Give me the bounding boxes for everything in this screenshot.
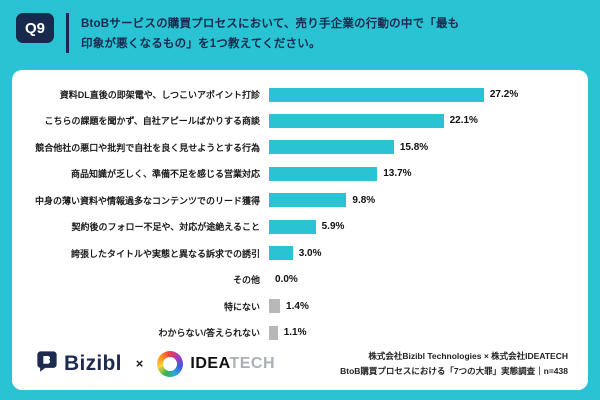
header: Q9 BtoBサービスの購買プロセスにおいて、売り手企業の行動の中で「最も 印象… [0,0,600,54]
chart-value-label: 13.7% [383,168,412,180]
credit-line1: 株式会社Bizibl Technologies × 株式会社IDEATECH [368,351,568,362]
bizibl-logo-text: Bizibl [64,351,122,375]
chart-row-label: 資料DL直後の即架電や、しつこいアポイント打診 [59,90,260,100]
question-badge: Q9 [16,13,54,43]
ideatech-logo-icon [157,350,184,377]
bizibl-logo-icon [36,350,58,377]
chart-bar [269,299,281,314]
chart-bar [269,166,378,181]
chart-bar [269,246,293,261]
chart-row: 競合他社の悪口や批判で自社を良く見せようとする行為 15.8% [20,135,576,160]
chart-value-label: 9.8% [352,194,376,206]
chart-value-label: 0.0% [275,274,298,286]
chart-value-label: 15.8% [399,141,429,153]
credit-line2: BtoB購買プロセスにおける「7つの大罪」実態調査｜n=438 [340,365,568,376]
footer: Bizibl × IDEATECH 株式会社Bizibl Technologie… [20,345,576,384]
chart-row: 中身の薄い資料や情報過多なコンテンツでのリード獲得 9.8% [20,188,576,213]
question-title-line1: BtoBサービスの購買プロセスにおいて、売り手企業の行動の中で「最も [81,18,460,30]
chart-row-label: 商品知識が乏しく、準備不足を感じる営業対応 [70,169,260,180]
chart-bar [269,113,444,128]
chart-row: わからない/答えられない 1.1% [20,320,576,345]
header-divider [66,13,69,53]
chart-row-label: 中身の薄い資料や情報過多なコンテンツでのリード獲得 [34,195,260,206]
chart-row: 誇張したタイトルや実態と異なる訴求での誘引 3.0% [20,241,576,266]
chart-row-label: 競合他社の悪口や批判で自社を良く見せようとする行為 [35,142,260,153]
chart-card: 資料DL直後の即架電や、しつこいアポイント打診 27.2% こちらの課題を聞かず、自… [12,70,588,390]
ideatech-logo-text-idea: IDEA [190,354,230,372]
chart-row-label: 誇張したタイトルや実態と異なる訴求での誘引 [70,248,260,259]
question-title: BtoBサービスの購買プロセスにおいて、売り手企業の行動の中で「最も 印象が悪く… [81,13,459,54]
chart-row-label: その他 [232,275,260,286]
ideatech-logo: IDEATECH [157,350,275,377]
chart-row: 特にない 1.4% [20,294,576,319]
chart-value-label: 22.1% [449,115,478,127]
chart-value-label: 1.4% [286,300,309,312]
chart-value-label: 5.9% [321,221,345,233]
chart-bar [269,87,484,102]
credit-text: 株式会社Bizibl Technologies × 株式会社IDEATECH B… [340,349,568,378]
chart-bar [269,325,278,340]
chart-value-label: 27.2% [489,89,519,100]
question-title-line2: 印象が悪くなるもの」を1つ教えてください。 [81,38,321,51]
cross-separator: × [135,356,144,372]
chart-value-label: 1.1% [283,327,307,339]
chart-bar [269,140,394,155]
chart-value-label: 3.0% [298,247,322,259]
chart-row: 商品知識が乏しく、準備不足を感じる営業対応 13.7% [20,161,576,186]
chart-row-label: 契約後のフォロー不足や、対応が途絶えること [71,222,260,233]
chart-row-label: わからない/答えられない [158,328,260,339]
bar-chart: 資料DL直後の即架電や、しつこいアポイント打診 27.2% こちらの課題を聞かず、自… [20,82,576,345]
chart-row-label: こちらの課題を聞かず、自社アピールばかりする商談 [44,116,260,127]
bizibl-logo: Bizibl [36,350,122,377]
chart-row: その他 0.0% [20,267,576,292]
chart-row: 資料DL直後の即架電や、しつこいアポイント打診 27.2% [20,82,576,107]
chart-row: 契約後のフォロー不足や、対応が途絶えること 5.9% [20,214,576,239]
chart-bar [269,193,347,208]
chart-row-label: 特にない [223,301,260,312]
ideatech-logo-text-tech: TECH [229,354,275,372]
chart-row: こちらの課題を聞かず、自社アピールばかりする商談 22.1% [20,108,576,133]
chart-bar [269,219,316,234]
